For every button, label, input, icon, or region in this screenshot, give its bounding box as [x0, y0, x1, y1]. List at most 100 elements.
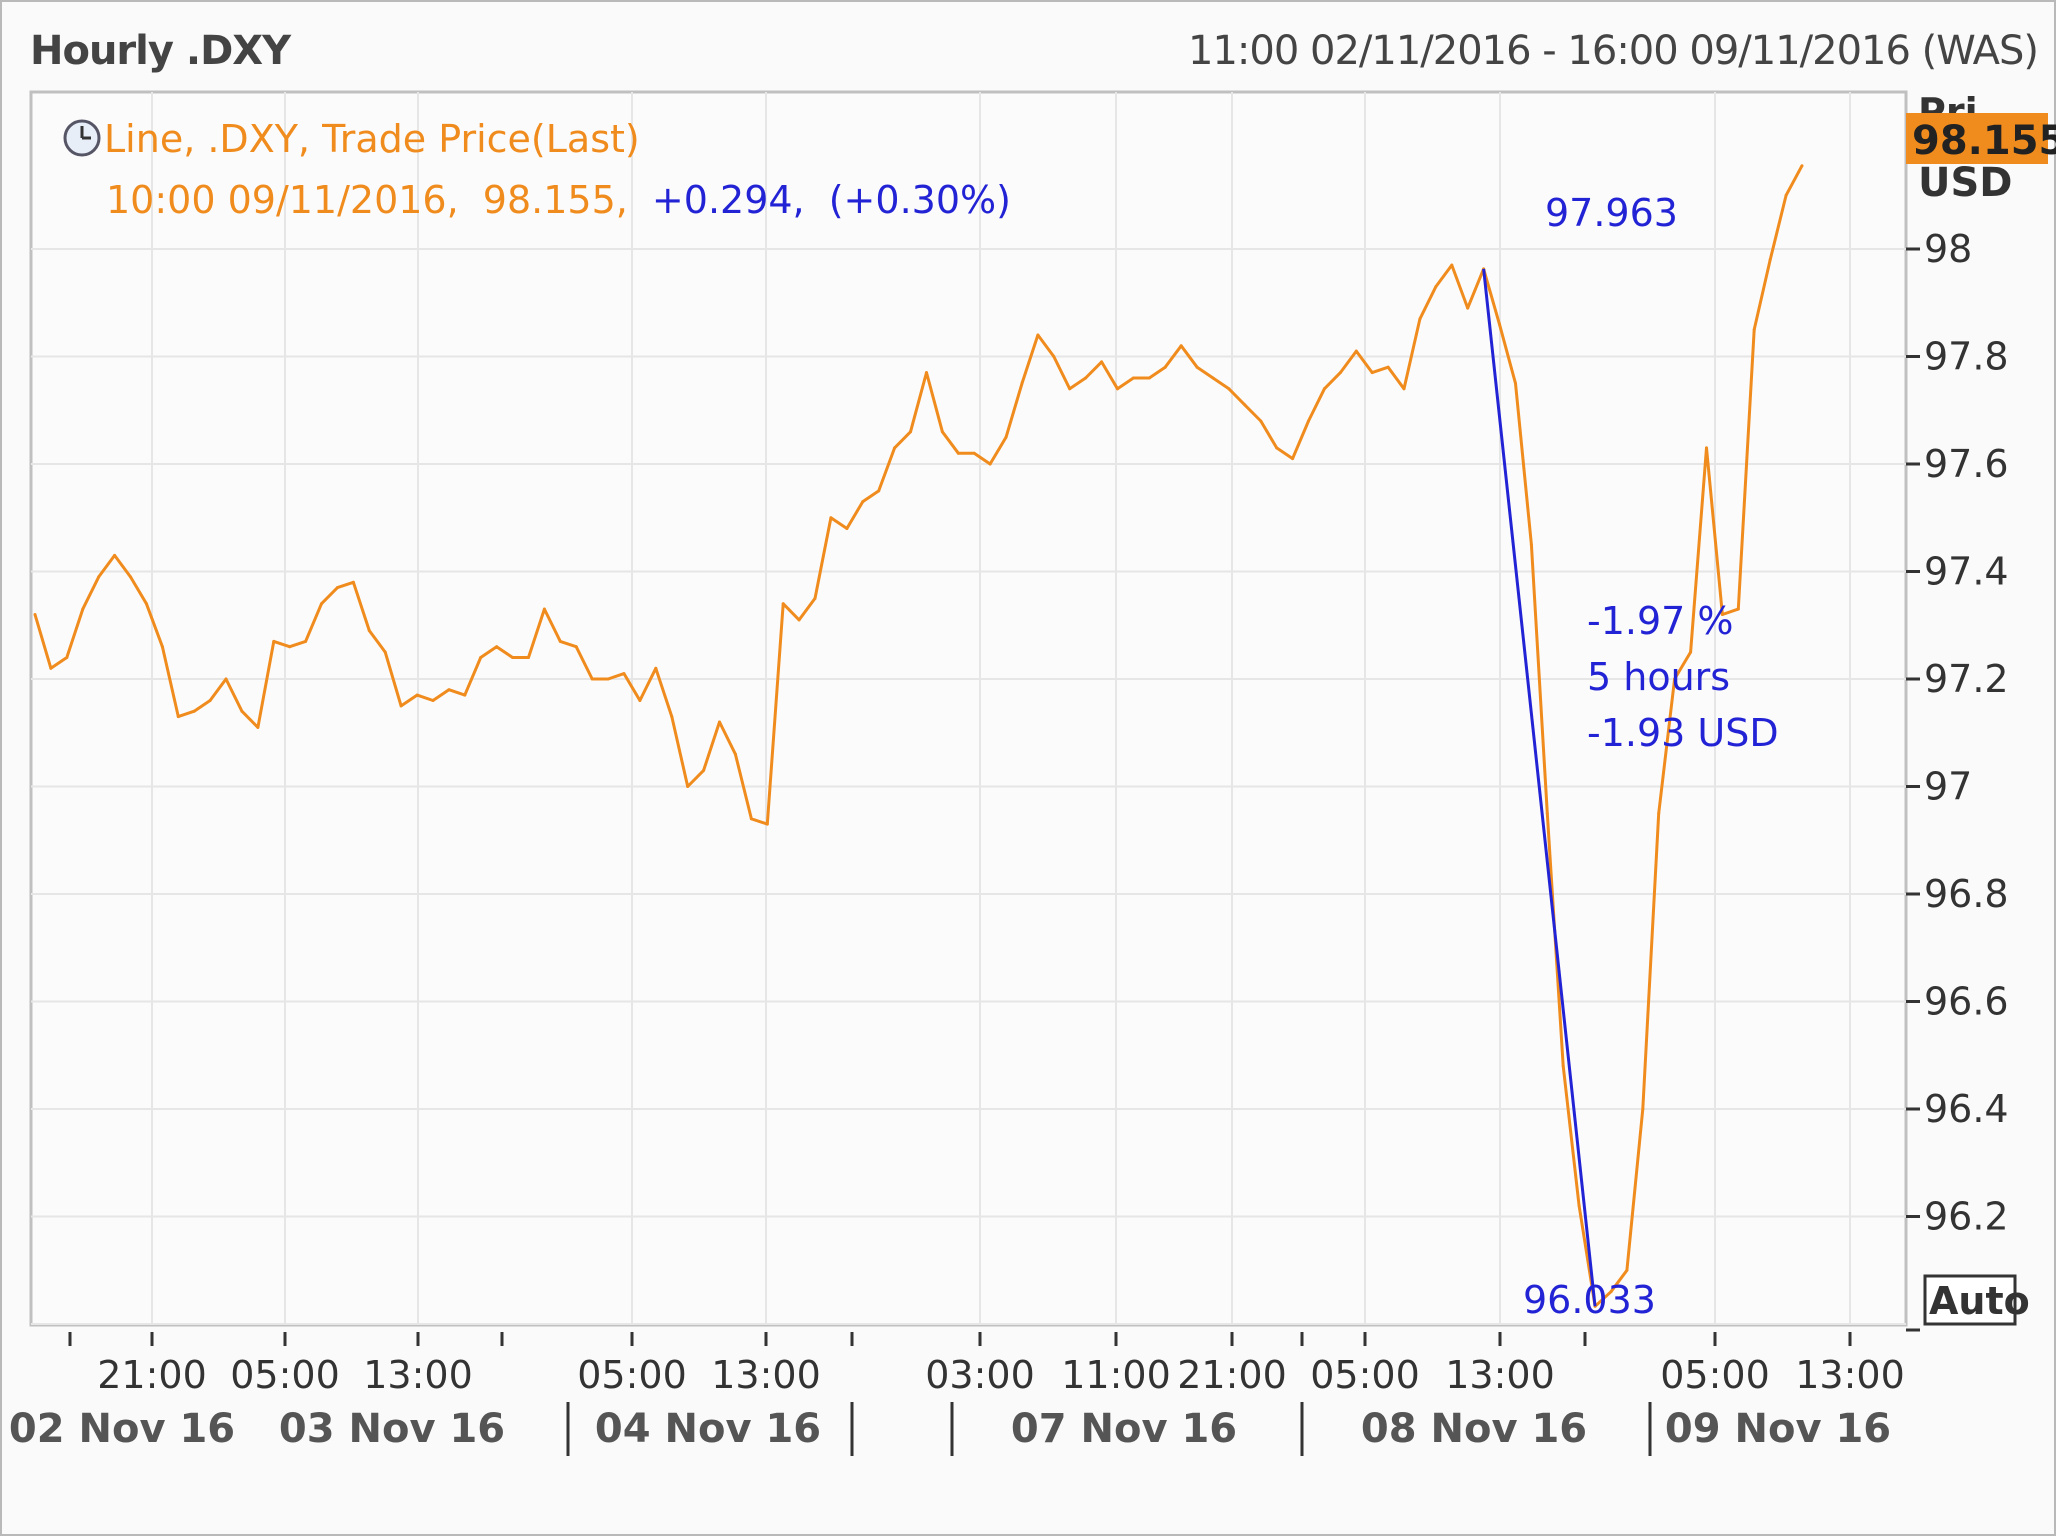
y-tick-label: 96.4	[1924, 1087, 2009, 1131]
data-point	[97, 575, 101, 579]
plot-area	[29, 90, 1908, 1327]
data-point	[1784, 193, 1788, 197]
legend-change-pct: (+0.30%)	[829, 178, 1011, 222]
day-label: 04 Nov 16	[595, 1406, 821, 1452]
data-point	[415, 693, 419, 697]
data-point	[1068, 387, 1072, 391]
series-line[interactable]	[33, 164, 1804, 1308]
day-label: 02 Nov 16	[9, 1406, 235, 1452]
data-point	[463, 693, 467, 697]
x-tick-label: 13:00	[1445, 1353, 1555, 1397]
data-point	[240, 709, 244, 713]
series-marks	[33, 164, 1804, 1308]
data-point	[320, 602, 324, 606]
y-tick-label: 96.8	[1924, 872, 2009, 916]
data-point	[718, 720, 722, 724]
data-point	[1498, 322, 1502, 326]
data-point	[1227, 387, 1231, 391]
day-label: 09 Nov 16	[1665, 1406, 1891, 1452]
y-tick-label: 96.2	[1924, 1195, 2009, 1239]
data-point	[1529, 543, 1533, 547]
grid	[31, 92, 1906, 1325]
data-point	[622, 672, 626, 676]
data-point	[1545, 811, 1549, 815]
data-point	[1434, 285, 1438, 289]
current-price-value: 98.155	[1912, 118, 2056, 164]
y-tick-label: 97.8	[1924, 335, 2009, 379]
legend-price: 98.155,	[483, 178, 628, 222]
data-point	[988, 462, 992, 466]
data-point	[1179, 344, 1183, 348]
data-point	[1163, 365, 1167, 369]
data-point	[272, 639, 276, 643]
data-point	[558, 639, 562, 643]
data-point	[1673, 677, 1677, 681]
data-point	[940, 430, 944, 434]
trough-label: 96.033	[1523, 1278, 1656, 1322]
data-point	[1211, 376, 1215, 380]
y-tick-label: 97.4	[1924, 550, 2009, 594]
data-point	[877, 489, 881, 493]
data-point	[972, 451, 976, 455]
y-tick-label: 97.6	[1924, 442, 2009, 486]
data-point	[479, 656, 483, 659]
data-point	[1115, 387, 1119, 391]
auto-button[interactable]	[1923, 1274, 2017, 1326]
x-tick-label: 21:00	[1177, 1353, 1287, 1397]
data-point	[1275, 446, 1279, 450]
data-point	[749, 817, 753, 821]
data-point	[1338, 371, 1342, 375]
data-point	[1322, 387, 1326, 391]
data-point	[1466, 306, 1470, 310]
measure-line	[1482, 268, 1597, 1307]
data-point	[81, 607, 85, 611]
data-point	[1641, 1107, 1645, 1111]
data-point	[1291, 457, 1295, 461]
x-tick-label: 05:00	[1310, 1353, 1420, 1397]
data-point	[1800, 164, 1804, 168]
data-point	[1147, 376, 1151, 380]
data-point	[909, 430, 913, 434]
peak-label: 97.963	[1545, 191, 1678, 235]
data-point	[49, 666, 53, 670]
data-point	[144, 602, 148, 606]
x-tick-label: 21:00	[97, 1353, 207, 1397]
current-price-badge	[1906, 113, 2048, 164]
data-point	[924, 371, 928, 375]
data-point	[1577, 1204, 1581, 1208]
data-point	[1752, 328, 1756, 332]
data-point	[1450, 263, 1454, 267]
auto-button-label[interactable]: Auto	[1929, 1279, 2030, 1323]
data-point	[542, 607, 546, 611]
data-point	[1704, 446, 1708, 450]
data-point	[590, 677, 594, 681]
y-tick-label: 97	[1924, 765, 1972, 809]
x-tick-label: 05:00	[1660, 1353, 1770, 1397]
legend-last-value: 10:00 09/11/2016, 98.155, +0.294, (+0.30…	[106, 178, 1011, 222]
data-point	[1100, 360, 1104, 364]
x-tick-label: 13:00	[711, 1353, 821, 1397]
data-point	[1004, 435, 1008, 439]
legend-date: 10:00 09/11/2016,	[106, 178, 459, 222]
day-label: 08 Nov 16	[1361, 1406, 1587, 1452]
date-range[interactable]: 11:00 02/11/2016 - 16:00 09/11/2016 (WAS…	[1188, 28, 2039, 74]
data-point	[606, 677, 610, 681]
data-point	[781, 602, 785, 606]
data-point	[113, 553, 117, 557]
data-point	[1418, 317, 1422, 321]
legend-series-label: Line, .DXY, Trade Price(Last)	[104, 117, 640, 161]
change-abs-label: -1.93 USD	[1587, 711, 1779, 755]
change-pct-label: -1.97 %	[1587, 599, 1734, 643]
data-point	[192, 709, 196, 713]
data-point	[1625, 1268, 1629, 1272]
data-point	[351, 580, 355, 584]
data-point	[797, 618, 801, 622]
data-point	[1084, 376, 1088, 380]
data-point	[1131, 376, 1135, 380]
data-point	[304, 639, 308, 643]
data-point	[1243, 403, 1247, 407]
data-point	[829, 516, 833, 520]
data-point	[1561, 1064, 1565, 1068]
data-point	[1195, 365, 1199, 369]
